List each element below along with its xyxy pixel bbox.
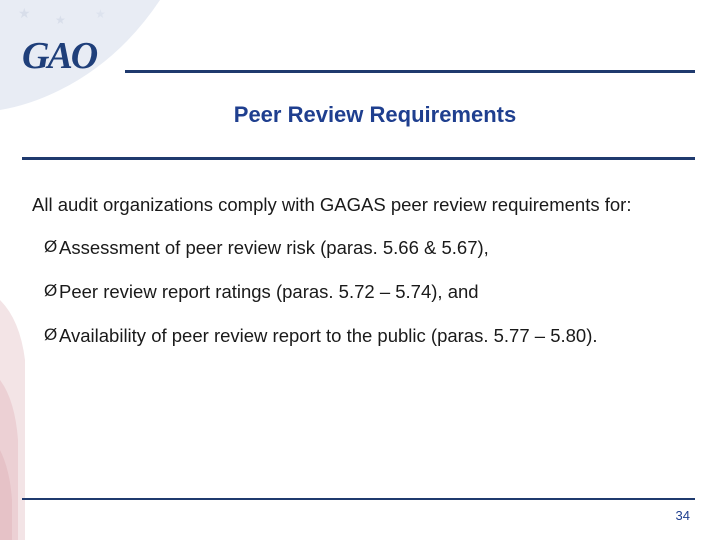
svg-text:★: ★	[18, 5, 31, 21]
arrow-bullet-icon: Ø	[44, 280, 58, 300]
footer-rule	[22, 498, 695, 500]
svg-text:★: ★	[95, 7, 106, 21]
header-rule	[125, 70, 695, 73]
bullet-text: Availability of peer review report to th…	[59, 324, 598, 346]
page-number: 34	[675, 508, 690, 523]
slide-title: Peer Review Requirements	[233, 102, 517, 127]
list-item: Ø Availability of peer review report to …	[32, 324, 664, 349]
arrow-bullet-icon: Ø	[44, 236, 58, 256]
list-item: Ø Peer review report ratings (paras. 5.7…	[32, 280, 664, 305]
title-rule	[22, 157, 695, 160]
list-item: Ø Assessment of peer review risk (paras.…	[32, 236, 664, 261]
bullet-text: Peer review report ratings (paras. 5.72 …	[59, 280, 479, 302]
arrow-bullet-icon: Ø	[44, 324, 58, 344]
gao-logo: GAO	[22, 35, 98, 77]
intro-text: All audit organizations comply with GAGA…	[32, 194, 632, 215]
bullet-text: Assessment of peer review risk (paras. 5…	[59, 236, 489, 258]
slide-body: All audit organizations comply with GAGA…	[32, 193, 632, 368]
bullet-list: Ø Assessment of peer review risk (paras.…	[32, 236, 632, 349]
svg-text:★: ★	[55, 13, 66, 27]
